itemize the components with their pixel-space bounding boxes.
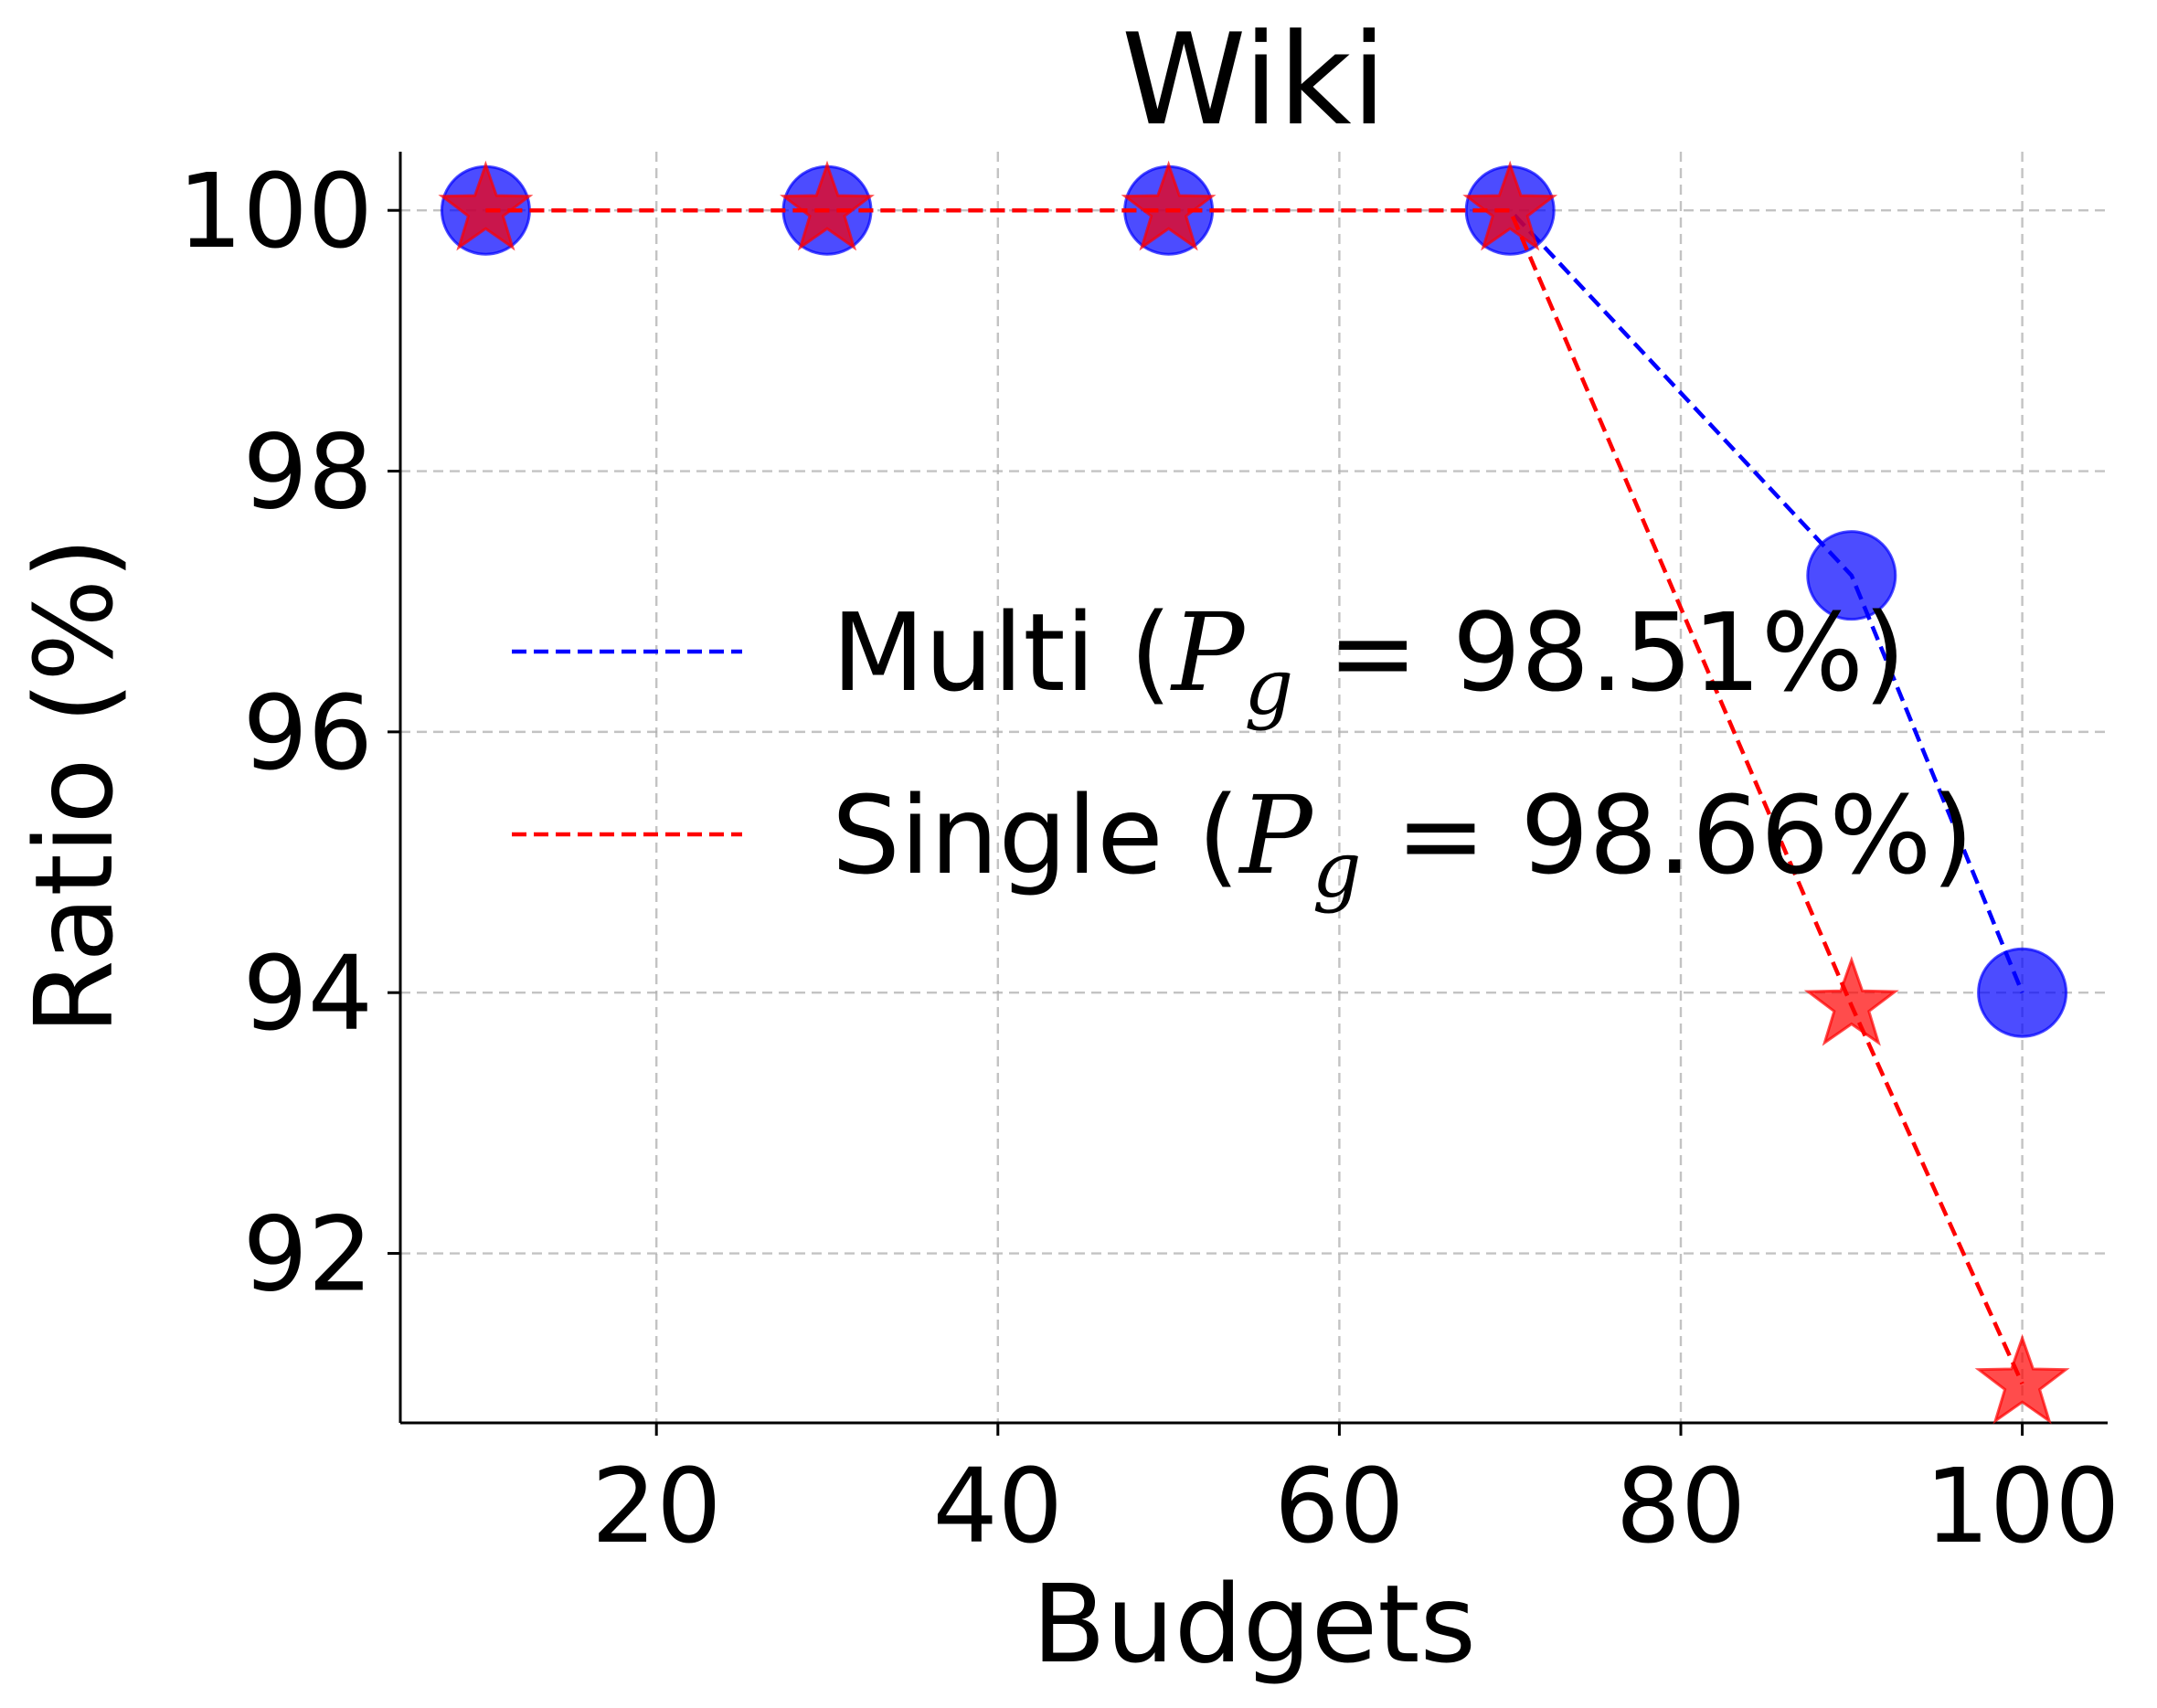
y-tick-label-92: 92: [242, 1196, 373, 1315]
series-single: [438, 160, 2070, 1425]
legend: Multi (Pg = 98.51%) Single (Pg = 98.66%): [512, 589, 1973, 915]
legend-label-multi: Multi (Pg = 98.51%): [832, 589, 1906, 732]
data-point-single-90: [1803, 955, 1899, 1046]
x-tick-label-40: 40: [933, 1448, 1064, 1566]
legend-item-multi: Multi (Pg = 98.51%): [512, 589, 1906, 732]
y-tick-label-96: 96: [242, 674, 373, 793]
data-point-single-10: [438, 160, 534, 251]
x-axis-label: Budgets: [1032, 1561, 1476, 1687]
y-tick-label-100: 100: [177, 153, 373, 271]
data-point-multi-90: [1806, 530, 1897, 621]
data-point-single-50: [1121, 160, 1217, 251]
x-tick-label-20: 20: [591, 1448, 722, 1566]
series-layer: [438, 160, 2070, 1425]
x-tick-label-60: 60: [1274, 1448, 1405, 1566]
legend-label-single: Single (Pg = 98.66%): [832, 772, 1973, 915]
y-tick-label-98: 98: [242, 414, 373, 533]
legend-item-single: Single (Pg = 98.66%): [512, 772, 1973, 915]
chart-title: Wiki: [1121, 6, 1387, 154]
data-point-single-100: [1974, 1333, 2070, 1425]
data-point-single-30: [780, 160, 875, 251]
data-point-multi-100: [1977, 947, 2068, 1038]
x-tick-label-80: 80: [1616, 1448, 1747, 1566]
y-tick-label-94: 94: [242, 935, 373, 1054]
x-tick-label-100: 100: [1925, 1448, 2120, 1566]
y-axis-label: Ratio (%): [11, 537, 137, 1035]
data-point-single-70: [1462, 160, 1558, 251]
axes: 20 40 60 80 100 92 94 96 98 100: [177, 152, 2120, 1566]
series-line-single: [485, 207, 2024, 1385]
